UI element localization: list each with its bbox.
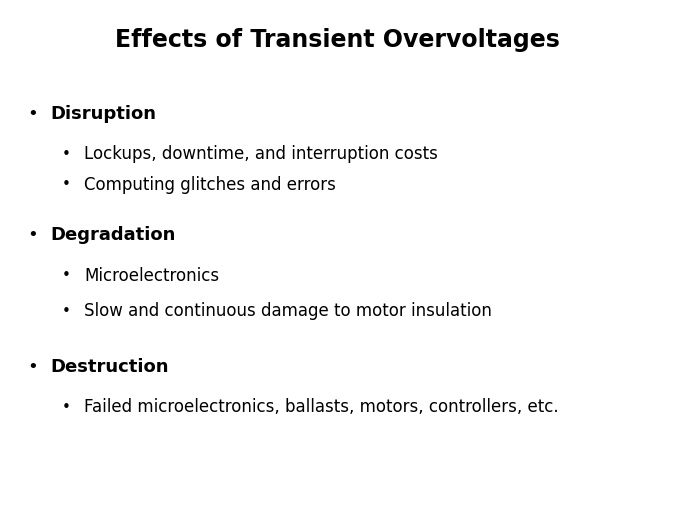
- Text: Computing glitches and errors: Computing glitches and errors: [84, 175, 336, 193]
- Text: •: •: [27, 226, 38, 244]
- Text: Effects of Transient Overvoltages: Effects of Transient Overvoltages: [115, 28, 560, 52]
- Text: •: •: [61, 268, 71, 283]
- Text: Lockups, downtime, and interruption costs: Lockups, downtime, and interruption cost…: [84, 145, 438, 163]
- Text: Destruction: Destruction: [51, 357, 169, 375]
- Text: Degradation: Degradation: [51, 226, 176, 244]
- Text: Slow and continuous damage to motor insulation: Slow and continuous damage to motor insu…: [84, 301, 492, 320]
- Text: Microelectronics: Microelectronics: [84, 266, 219, 284]
- Text: Disruption: Disruption: [51, 105, 157, 123]
- Text: Failed microelectronics, ballasts, motors, controllers, etc.: Failed microelectronics, ballasts, motor…: [84, 397, 559, 416]
- Text: •: •: [27, 105, 38, 123]
- Text: •: •: [61, 177, 71, 192]
- Text: •: •: [61, 303, 71, 318]
- Text: •: •: [61, 399, 71, 414]
- Text: •: •: [27, 357, 38, 375]
- Text: •: •: [61, 146, 71, 162]
